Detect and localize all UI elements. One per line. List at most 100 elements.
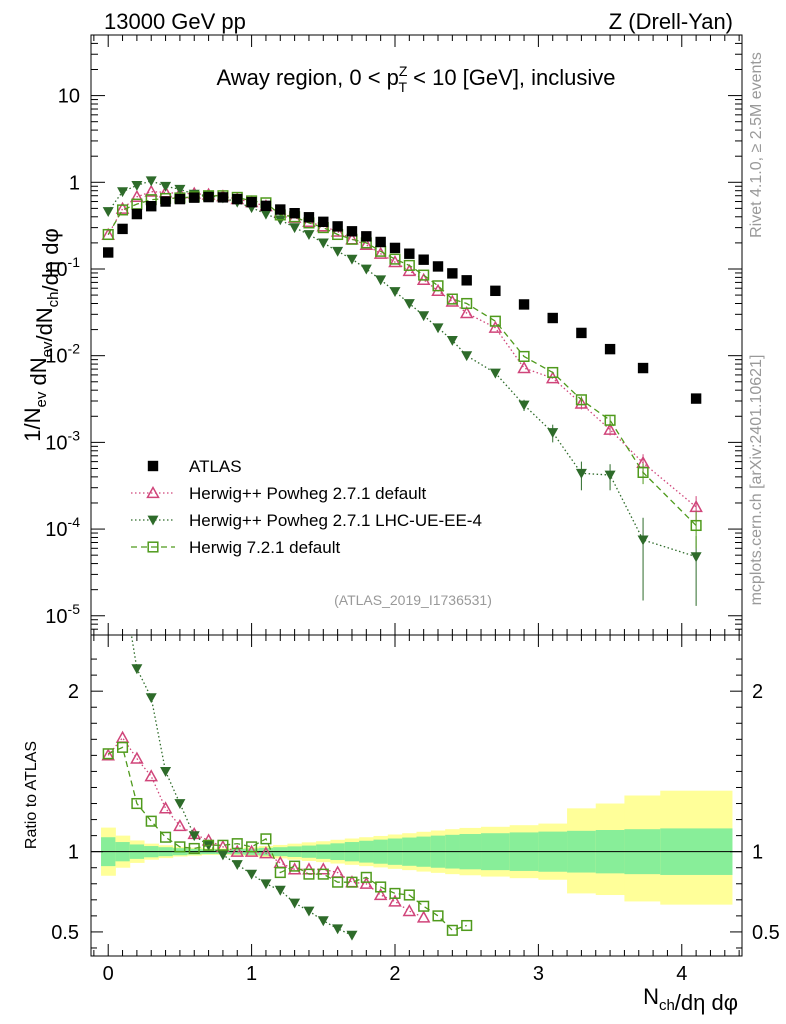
ratio-tick-label-right: 1 [752,842,763,864]
point-atlas [389,242,401,254]
point-herwig-7-2-1-default [116,204,129,216]
point-atlas [637,362,649,374]
point-herwig-powheg-2-7-1-default [359,237,374,250]
header-right: Z (Drell-Yan) [609,9,733,34]
point-herwig-powheg-2-7-1-lhc-ue-ee-4 [260,209,272,220]
legend-label-herwig-powheg-2-7-1-lhc-ue-ee-4: Herwig++ Powheg 2.7.1 LHC-UE-EE-4 [189,511,482,530]
point-atlas [490,285,501,297]
point-atlas [232,193,243,205]
point-herwig-powheg-2-7-1-lhc-ue-ee-4 [418,311,430,322]
point-herwig-powheg-2-7-1-default [130,189,144,202]
ratio-tick-label-right: 0.5 [752,922,780,944]
point-herwig-powheg-2-7-1-lhc-ue-ee-4 [360,264,372,275]
ratio-point-herwig-7-2-1-default [217,839,229,851]
point-atlas [318,216,329,228]
ratio-point-herwig-7-2-1-default [260,833,272,845]
point-herwig-powheg-2-7-1-lhc-ue-ee-4 [489,368,501,379]
ratio-point-herwig-7-2-1-default [274,866,286,879]
ratio-point-herwig-powheg-2-7-1-lhc-ue-ee-4 [317,916,329,927]
point-atlas [174,193,186,205]
point-herwig-powheg-2-7-1-lhc-ue-ee-4 [461,351,473,362]
point-herwig-7-2-1-default [446,293,458,305]
ratio-point-herwig-powheg-2-7-1-lhc-ue-ee-4 [332,924,344,935]
point-herwig-powheg-2-7-1-default [689,499,703,513]
point-atlas [117,223,128,235]
ratio-point-herwig-powheg-2-7-1-lhc-ue-ee-4 [103,531,114,541]
ratio-line-herwig-powheg-2-7-1-default [107,736,424,919]
y-tick-label: 10 [58,86,80,108]
ratio-point-herwig-powheg-2-7-1-default [402,904,417,917]
point-atlas [103,247,114,258]
ratio-point-herwig-7-2-1-default [303,868,315,880]
legend: ATLAS Herwig++ Powheg 2.7.1 default Herwig… [131,457,482,557]
x-tick-label: 2 [389,963,400,985]
ratio-line-herwig-powheg-2-7-1-lhc-ue-ee-4 [130,635,353,936]
ratio-point-herwig-powheg-2-7-1-default [144,769,158,782]
ratio-point-herwig-7-2-1-default [246,841,258,853]
point-herwig-powheg-2-7-1-lhc-ue-ee-4 [332,246,344,257]
point-atlas [160,196,171,207]
y-tick-label: 1 [69,172,80,194]
point-herwig-powheg-2-7-1-default [459,306,474,319]
ratio-tick-label-left: 2 [68,681,79,703]
rivet-version-label: Rivet 4.1.0, ≥ 2.5M events [748,52,765,238]
point-herwig-powheg-2-7-1-lhc-ue-ee-4 [375,275,387,286]
ratio-point-herwig-7-2-1-default [432,910,444,922]
point-herwig-powheg-2-7-1-default [603,422,617,435]
point-atlas [131,208,143,220]
ratio-point-herwig-7-2-1-default [203,839,215,851]
point-herwig-powheg-2-7-1-lhc-ue-ee-4 [102,207,114,218]
y-tick-label: 10-5 [45,601,80,628]
y-tick-label: 10-4 [45,514,80,541]
y-tick-label: 10-3 [45,427,80,454]
ratio-point-herwig-powheg-2-7-1-lhc-ue-ee-4 [217,850,229,861]
legend-label-herwig-powheg-2-7-1-default: Herwig++ Powheg 2.7.1 default [189,484,426,503]
point-herwig-7-2-1-default [102,228,114,241]
ratio-point-herwig-7-2-1-default [131,797,143,810]
point-atlas [361,231,372,242]
x-tick-label: 4 [676,963,687,985]
ratio-point-herwig-powheg-2-7-1-default [359,876,374,889]
point-atlas [432,261,444,272]
ratio-point-herwig-powheg-2-7-1-lhc-ue-ee-4 [289,898,301,909]
point-herwig-powheg-2-7-1-lhc-ue-ee-4 [145,176,157,187]
ratio-point-herwig-7-2-1-default [418,900,430,912]
legend-marker-herwig-7-2-1-default [147,541,159,553]
ratio-point-herwig-7-2-1-default [332,876,344,888]
ratio-point-herwig-7-2-1-default [317,868,329,880]
plot-title: Away region, 0 < pZ T < 10 [GeV], inclusi… [216,63,615,95]
analysis-id: (ATLAS_2019_I1736531) [334,592,492,608]
point-herwig-7-2-1-default [518,350,530,362]
point-herwig-powheg-2-7-1-lhc-ue-ee-4 [303,230,315,240]
ratio-point-herwig-powheg-2-7-1-lhc-ue-ee-4 [346,930,358,941]
point-atlas [246,196,257,208]
point-herwig-7-2-1-default [389,253,401,265]
ratio-point-herwig-powheg-2-7-1-default [230,844,245,857]
ratio-point-herwig-powheg-2-7-1-lhc-ue-ee-4 [145,693,157,704]
point-atlas [203,191,214,203]
main-data-marks [101,176,703,606]
point-herwig-7-2-1-default [637,466,649,478]
ratio-point-herwig-7-2-1-default [160,831,172,843]
y-tick-label: 10-1 [45,254,80,281]
point-atlas [604,343,616,355]
ratio-point-herwig-powheg-2-7-1-lhc-ue-ee-4 [131,664,143,675]
ratio-point-herwig-7-2-1-default [188,842,200,855]
ratio-point-herwig-7-2-1-default [102,748,114,760]
x-tick-label: 3 [533,963,544,985]
y-axis-label: 1/Nev dNev/dNch/dη dφ [20,228,63,441]
point-herwig-powheg-2-7-1-default [445,294,460,307]
point-herwig-powheg-2-7-1-lhc-ue-ee-4 [637,535,649,546]
ratio-point-herwig-powheg-2-7-1-default [373,887,388,901]
ratio-point-herwig-7-2-1-default [360,871,372,883]
ratio-point-herwig-powheg-2-7-1-lhc-ue-ee-4 [246,869,258,880]
point-herwig-powheg-2-7-1-lhc-ue-ee-4 [446,336,458,346]
point-atlas [547,312,558,324]
ratio-point-herwig-powheg-2-7-1-lhc-ue-ee-4 [303,906,315,917]
x-tick-label: 0 [103,963,114,985]
point-herwig-powheg-2-7-1-lhc-ue-ee-4 [604,470,616,481]
ratio-point-herwig-powheg-2-7-1-default [173,818,187,832]
point-atlas [217,192,229,203]
point-herwig-7-2-1-default [547,366,559,379]
point-herwig-powheg-2-7-1-lhc-ue-ee-4 [690,552,702,563]
